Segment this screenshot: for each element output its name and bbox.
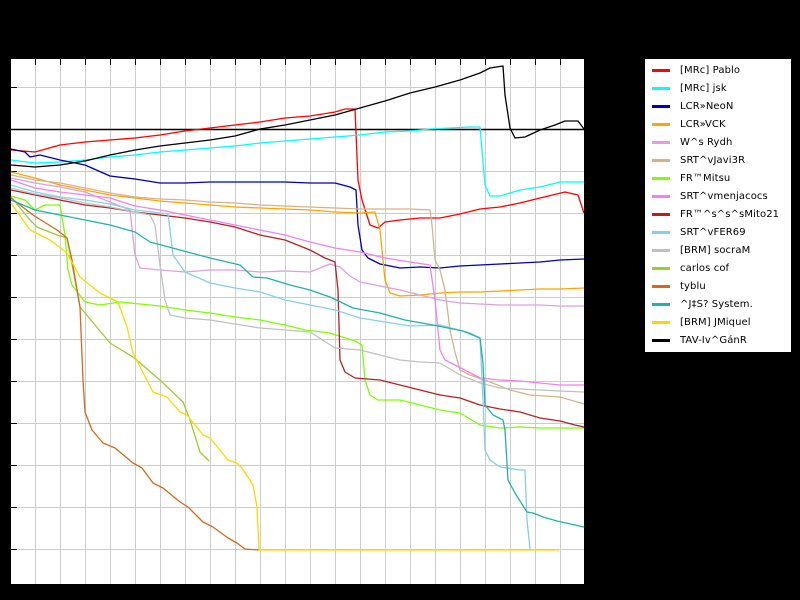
series-line-5 (10, 174, 585, 405)
legend-item: FR™^s^s^sMito21 (645, 205, 779, 223)
series-line-9 (10, 184, 531, 550)
legend-swatch-icon (652, 338, 670, 342)
legend-swatch-icon (652, 86, 670, 90)
legend-label: [BRM] socraM (680, 244, 751, 256)
legend-swatch-icon (652, 266, 670, 270)
legend-label: TAV-Iv^GánR (680, 334, 747, 346)
legend-swatch-icon (652, 104, 670, 108)
legend-label: tyblu (680, 280, 706, 292)
legend-item: tyblu (645, 277, 706, 295)
legend-item: SRT^vmenjacocs (645, 187, 768, 205)
legend-item: ^J‡S? System. (645, 295, 753, 313)
legend-label: [MRc] Pablo (680, 64, 741, 76)
series-line-2 (10, 148, 585, 269)
series-line-11 (10, 196, 210, 462)
series-line-14 (10, 202, 559, 551)
legend-item: [BRM] JMiquel (645, 313, 751, 331)
series-line-15 (10, 65, 585, 168)
legend-item: SRT^vFER69 (645, 223, 746, 241)
legend-item: TAV-Iv^GánR (645, 331, 747, 349)
legend-swatch-icon (652, 212, 670, 216)
legend-label: LCR»VCK (680, 118, 726, 130)
series-line-0 (10, 108, 585, 229)
legend-label: ^J‡S? System. (680, 298, 753, 310)
plot-area (11, 59, 584, 584)
legend-item: SRT^vJavi3R (645, 151, 745, 169)
legend-label: FR™^s^s^sMito21 (680, 208, 780, 220)
legend-swatch-icon (652, 302, 670, 306)
legend-label: FR™Mitsu (680, 172, 731, 184)
legend-label: carlos cof (680, 262, 730, 274)
series-line-10 (10, 187, 585, 393)
legend-label: SRT^vmenjacocs (680, 190, 768, 202)
legend-label: W^s Rydh (680, 136, 733, 148)
series-line-7 (10, 179, 584, 386)
series-lines (10, 65, 585, 551)
legend-swatch-icon (652, 68, 670, 72)
legend-swatch-icon (652, 230, 670, 234)
legend-swatch-icon (652, 140, 670, 144)
legend-item: LCR»VCK (645, 115, 726, 133)
legend-item: W^s Rydh (645, 133, 732, 151)
legend-item: carlos cof (645, 259, 729, 277)
legend-swatch-icon (652, 158, 670, 162)
legend-label: LCR»NeoN (680, 100, 734, 112)
legend-swatch-icon (652, 284, 670, 288)
legend-label: SRT^vFER69 (680, 226, 746, 238)
legend-item: [BRM] socraM (645, 241, 750, 259)
legend-swatch-icon (652, 320, 670, 324)
series-line-6 (10, 195, 584, 429)
series-line-12 (10, 197, 260, 551)
legend-swatch-icon (652, 248, 670, 252)
legend-label: [BRM] JMiquel (680, 316, 751, 328)
legend-item: [MRc] jsk (645, 79, 727, 97)
legend-item: FR™Mitsu (645, 169, 730, 187)
legend-swatch-icon (652, 122, 670, 126)
legend-label: SRT^vJavi3R (680, 154, 746, 166)
series-line-3 (10, 171, 585, 297)
legend-item: LCR»NeoN (645, 97, 733, 115)
legend-swatch-icon (652, 194, 670, 198)
legend-label: [MRc] jsk (680, 82, 727, 94)
legend-item: [MRc] Pablo (645, 61, 740, 79)
legend: [MRc] Pablo [MRc] jsk LCR»NeoN LCR»VCK W^s R… (645, 59, 791, 352)
series-line-1 (10, 126, 584, 197)
series-line-13 (10, 199, 585, 528)
legend-swatch-icon (652, 176, 670, 180)
axis-ticks (11, 59, 561, 550)
